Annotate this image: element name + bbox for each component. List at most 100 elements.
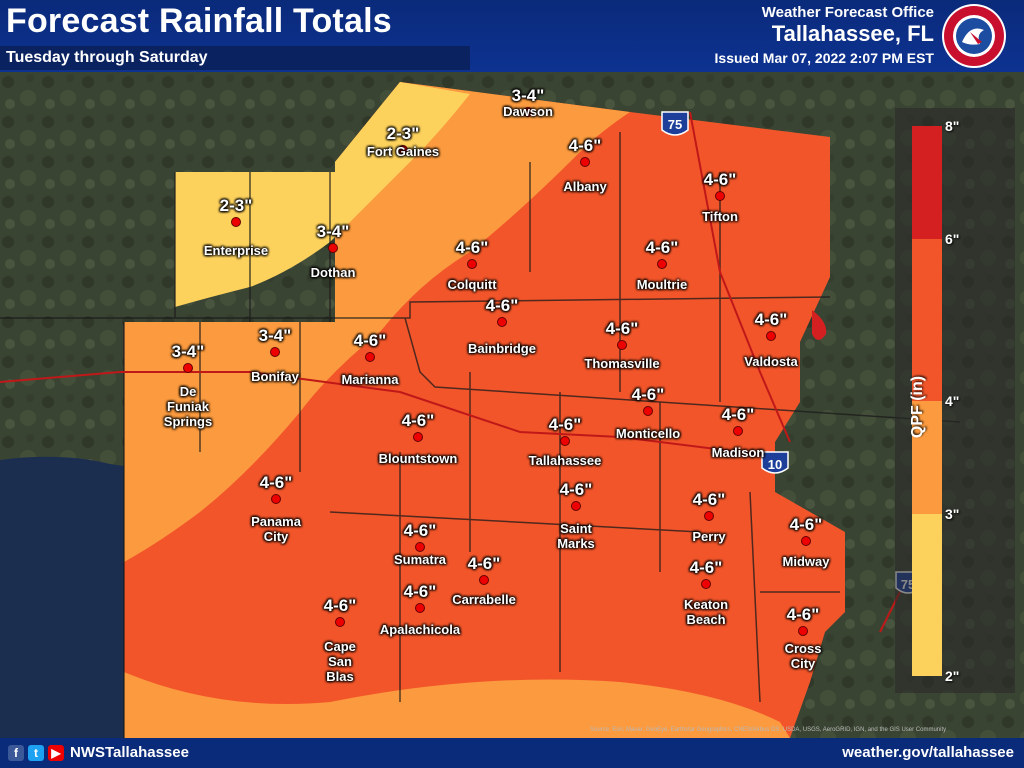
legend-tick-8: 8" [945, 118, 960, 134]
website-link[interactable]: weather.gov/tallahassee [842, 744, 1014, 761]
rainfall-amount: 4-6" [559, 480, 593, 499]
city-name: Saint Marks [557, 521, 595, 551]
city-label: 3-4" Bonifay [251, 326, 299, 384]
twitter-icon[interactable]: t [28, 745, 44, 761]
legend-2-3-bar [912, 514, 942, 676]
rain-3-4-coastal-area [124, 672, 790, 738]
city-marker-icon [643, 406, 653, 416]
city-name: Dawson [503, 104, 553, 119]
city-name: Madison [711, 445, 765, 460]
city-label: 4-6" Valdosta [744, 310, 797, 369]
office-label: Weather Forecast Office [761, 4, 934, 21]
rainfall-amount: 4-6" [323, 596, 357, 615]
city-name: Thomasville [584, 356, 660, 371]
city-name: Bainbridge [468, 341, 536, 356]
city-marker-icon [415, 603, 425, 613]
city-name: Apalachicola [379, 622, 461, 637]
city-marker-icon [270, 347, 280, 357]
rainfall-amount: 4-6" [401, 411, 435, 430]
rainfall-amount: 4-6" [568, 136, 602, 155]
rainfall-amount: 4-6" [689, 558, 723, 577]
city-marker-icon [617, 340, 627, 350]
city-marker-icon [571, 501, 581, 511]
rain-3-4-area [124, 82, 630, 562]
city-label: 4-6" Colquitt [447, 238, 496, 292]
city-label: 2-3" Fort Gaines [367, 124, 439, 159]
city-marker-icon [479, 575, 489, 585]
rainfall-amount: 2-3" [219, 196, 253, 215]
city-label: 4-6" Panama City [251, 473, 301, 544]
city-label: 4-6" Albany [563, 136, 606, 194]
i10-shield-text: 10 [768, 457, 782, 472]
social-handle[interactable]: NWSTallahassee [70, 744, 189, 761]
city-name: Blountstown [378, 451, 458, 466]
city-label: 4-6" Keaton Beach [684, 558, 728, 627]
city-marker-icon [183, 363, 193, 373]
city-name: Enterprise [203, 243, 269, 258]
city-label: 4-6" Apalachicola [380, 582, 460, 637]
i75-shield-text: 75 [668, 117, 682, 132]
facebook-icon[interactable]: f [8, 745, 24, 761]
rainfall-amount: 4-6" [259, 473, 293, 492]
rainfall-amount: 4-6" [721, 405, 755, 424]
legend-6-8-bar [912, 126, 942, 239]
rainfall-amount: 4-6" [548, 415, 582, 434]
city-marker-icon [398, 145, 408, 155]
city-name: Fort Gaines [366, 144, 440, 159]
city-name: Albany [563, 179, 607, 194]
city-name: Panama City [251, 514, 301, 544]
rainfall-map: 75 10 75 [0, 72, 1024, 738]
city-label: 4-6" Marianna [341, 331, 398, 387]
youtube-icon[interactable]: ▶ [48, 745, 64, 761]
city-marker-icon [560, 436, 570, 446]
rainfall-amount: 4-6" [353, 331, 387, 350]
city-marker-icon [704, 511, 714, 521]
city-label: 4-6" Madison [712, 405, 765, 460]
rainfall-amount: 2-3" [386, 124, 420, 143]
city-label: 3-4" De Funiak Springs [164, 342, 212, 429]
city-name: De Funiak Springs [163, 384, 213, 429]
city-label: 4-6" Bainbridge [468, 296, 536, 356]
rainfall-amount: 4-6" [692, 490, 726, 509]
city-name: Marianna [341, 372, 399, 387]
rainfall-amount: 4-6" [789, 515, 823, 534]
city-marker-icon [467, 259, 477, 269]
city-name: Sumatra [393, 552, 447, 567]
city-marker-icon [701, 579, 711, 589]
city-name: Perry [692, 529, 726, 544]
city-label: 4-6" Perry [692, 490, 725, 544]
rainfall-amount: 4-6" [485, 296, 519, 315]
city-label: 4-6" Cape San Blas [324, 596, 357, 684]
city-label: 4-6" Blountstown [379, 411, 458, 466]
rainfall-amount: 3-4" [258, 326, 292, 345]
city-label: 4-6" Saint Marks [557, 480, 595, 551]
city-label: 2-3" Enterprise [204, 196, 268, 258]
legend-title: QPF (in) [909, 375, 927, 439]
legend-3-4-bar [912, 401, 942, 514]
city-name: Monticello [615, 426, 681, 441]
city-label: 4-6" Monticello [616, 385, 680, 441]
rainfall-amount: 3-4" [511, 86, 545, 105]
rainfall-amount: 4-6" [786, 605, 820, 624]
rainfall-amount: 4-6" [703, 170, 737, 189]
office-city: Tallahassee, FL [771, 21, 934, 46]
rainfall-amount: 4-6" [403, 582, 437, 601]
city-label: 4-6" Midway [783, 515, 830, 569]
rain-2-3-area [175, 82, 470, 307]
city-marker-icon [271, 494, 281, 504]
city-name: Tallahassee [528, 453, 602, 468]
city-marker-icon [415, 542, 425, 552]
city-marker-icon [766, 331, 776, 341]
map-source-credit: Source: Esri, Maxar, GeoEye, Earthstar G… [590, 727, 947, 733]
city-label: 4-6" Moultrie [637, 238, 688, 292]
map-subtitle: Tuesday through Saturday [6, 49, 208, 66]
city-name: Moultrie [636, 277, 688, 292]
city-name: Cape San Blas [324, 639, 356, 684]
rain-4-6-area [124, 82, 845, 738]
city-label: 3-4" Dothan [311, 222, 356, 280]
city-marker-icon [523, 107, 533, 117]
i10-shield: 10 [761, 451, 789, 474]
legend-tick-2: 2" [945, 668, 960, 684]
legend-4-6-bar [912, 239, 942, 401]
city-marker-icon [733, 426, 743, 436]
